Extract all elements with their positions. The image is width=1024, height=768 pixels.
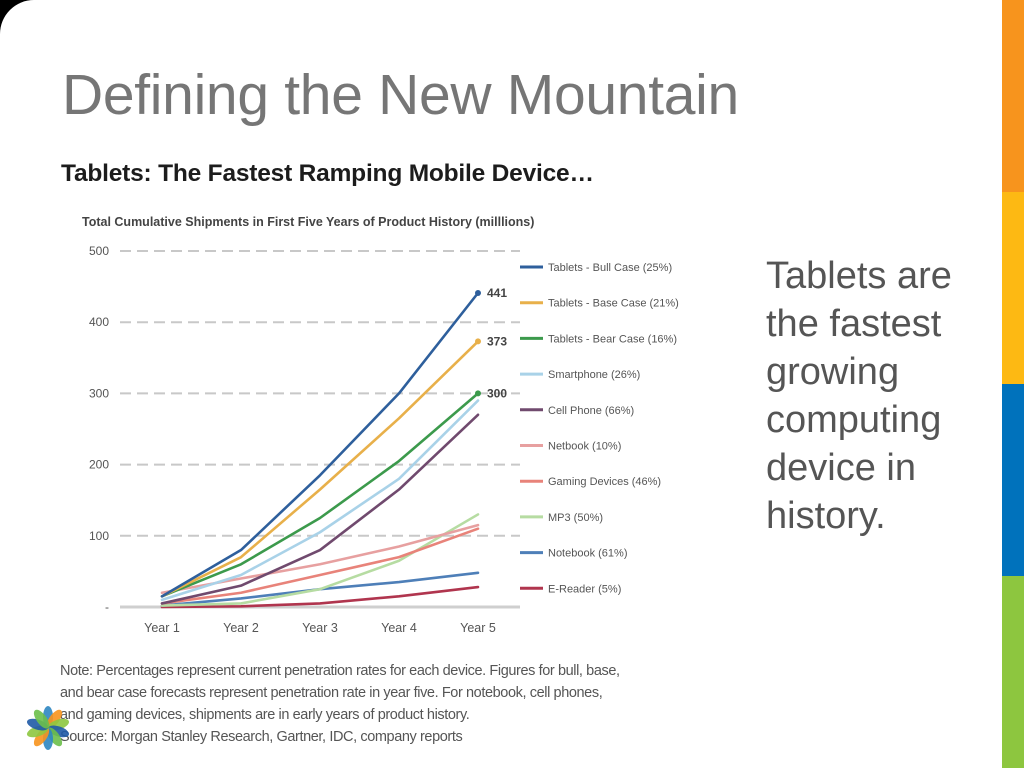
y-tick-label: 500 xyxy=(89,244,109,258)
series-line xyxy=(160,340,480,598)
note-line: and bear case forecasts represent penetr… xyxy=(60,685,603,701)
series-end-marker xyxy=(475,290,481,297)
y-tick-label: 400 xyxy=(89,315,109,329)
slide: Defining the New Mountain Tablets: The F… xyxy=(0,0,1002,768)
color-stripe xyxy=(1002,576,1024,768)
series-line xyxy=(160,527,480,605)
series-line xyxy=(160,413,480,605)
slide-title: Defining the New Mountain xyxy=(62,63,739,127)
y-tick-label: 200 xyxy=(89,458,109,472)
series-line xyxy=(160,585,480,609)
note-line: Note: Percentages represent current pene… xyxy=(60,663,620,679)
y-tick-label: - xyxy=(105,600,109,614)
chart-title: Total Cumulative Shipments in First Five… xyxy=(82,215,534,229)
legend-label: Tablets - Bear Case (16%) xyxy=(548,333,677,345)
y-tick-label: 100 xyxy=(89,529,109,543)
x-tick-label: Year 1 xyxy=(144,621,180,635)
chart-note: Note: Percentages represent current pene… xyxy=(60,660,740,748)
legend-label: Notebook (61%) xyxy=(548,548,628,560)
series-line xyxy=(160,291,480,598)
logo-petal xyxy=(33,709,50,729)
source-line: Source: Morgan Stanley Research, Gartner… xyxy=(60,729,463,745)
series-line xyxy=(160,399,480,602)
series-line xyxy=(160,513,480,607)
note-line: and gaming devices, shipments are in ear… xyxy=(60,707,470,723)
x-tick-label: Year 3 xyxy=(302,621,338,635)
data-label: 441 xyxy=(487,286,507,300)
shipments-line-chart: Total Cumulative Shipments in First Five… xyxy=(82,215,679,635)
data-label: 373 xyxy=(487,334,507,348)
legend-label: Tablets - Bull Case (25%) xyxy=(548,262,672,274)
legend-label: Netbook (10%) xyxy=(548,441,621,453)
legend-label: E-Reader (5%) xyxy=(548,583,621,595)
legend-label: Cell Phone (66%) xyxy=(548,405,634,417)
legend-label: Gaming Devices (46%) xyxy=(548,476,661,488)
side-text: Tablets are the fastest growing computin… xyxy=(766,255,952,537)
chart-heading: Tablets: The Fastest Ramping Mobile Devi… xyxy=(61,160,594,187)
legend-label: Smartphone (26%) xyxy=(548,369,640,381)
series-end-marker xyxy=(475,390,481,397)
legend-label: Tablets - Base Case (21%) xyxy=(548,298,679,310)
x-tick-label: Year 4 xyxy=(381,621,417,635)
series-line xyxy=(160,392,480,598)
data-label: 300 xyxy=(487,386,507,400)
y-tick-label: 300 xyxy=(89,386,109,400)
color-stripe xyxy=(1002,192,1024,384)
color-stripes xyxy=(1002,0,1024,768)
x-tick-label: Year 5 xyxy=(460,621,496,635)
company-logo xyxy=(26,706,70,750)
color-stripe xyxy=(1002,0,1024,192)
x-tick-label: Year 2 xyxy=(223,621,259,635)
series-end-marker xyxy=(475,338,481,345)
color-stripe xyxy=(1002,384,1024,576)
legend-label: MP3 (50%) xyxy=(548,512,603,524)
